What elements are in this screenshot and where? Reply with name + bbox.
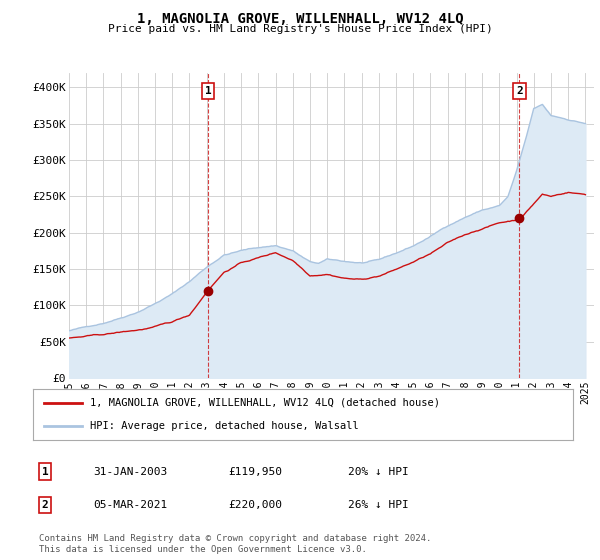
Text: 26% ↓ HPI: 26% ↓ HPI <box>348 500 409 510</box>
Text: 1, MAGNOLIA GROVE, WILLENHALL, WV12 4LQ (detached house): 1, MAGNOLIA GROVE, WILLENHALL, WV12 4LQ … <box>90 398 440 408</box>
Text: Price paid vs. HM Land Registry's House Price Index (HPI): Price paid vs. HM Land Registry's House … <box>107 24 493 34</box>
Text: 20% ↓ HPI: 20% ↓ HPI <box>348 466 409 477</box>
Text: HPI: Average price, detached house, Walsall: HPI: Average price, detached house, Wals… <box>90 421 358 431</box>
Text: 2: 2 <box>516 86 523 96</box>
Text: 1: 1 <box>41 466 49 477</box>
Text: £119,950: £119,950 <box>228 466 282 477</box>
Text: £220,000: £220,000 <box>228 500 282 510</box>
Text: 05-MAR-2021: 05-MAR-2021 <box>93 500 167 510</box>
Text: 31-JAN-2003: 31-JAN-2003 <box>93 466 167 477</box>
Text: This data is licensed under the Open Government Licence v3.0.: This data is licensed under the Open Gov… <box>39 545 367 554</box>
Text: 1: 1 <box>205 86 211 96</box>
Text: Contains HM Land Registry data © Crown copyright and database right 2024.: Contains HM Land Registry data © Crown c… <box>39 534 431 543</box>
Text: 1, MAGNOLIA GROVE, WILLENHALL, WV12 4LQ: 1, MAGNOLIA GROVE, WILLENHALL, WV12 4LQ <box>137 12 463 26</box>
Text: 2: 2 <box>41 500 49 510</box>
